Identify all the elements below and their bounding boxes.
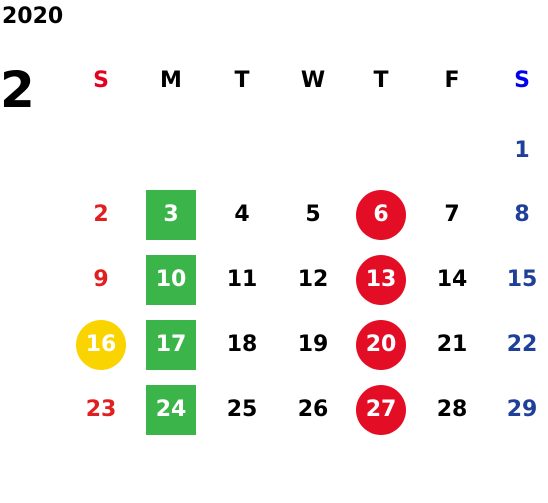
- calendar-day-green-highlight: 17: [146, 320, 196, 370]
- calendar-day: 2: [93, 202, 109, 227]
- weekday-label: S: [93, 68, 109, 93]
- calendar-day: 21: [436, 332, 468, 357]
- calendar-day-green-highlight: 10: [146, 255, 196, 305]
- calendar-day: 22: [506, 332, 538, 357]
- calendar-day: 4: [234, 202, 250, 227]
- weekday-label: M: [160, 68, 182, 93]
- weekday-label: W: [300, 68, 326, 93]
- calendar-day: 14: [436, 267, 468, 292]
- weekday-label: T: [373, 68, 389, 93]
- weekday-label: F: [444, 68, 460, 93]
- calendar-day-red-highlight: 27: [356, 385, 406, 435]
- calendar-day: 7: [444, 202, 460, 227]
- calendar-day-red-highlight: 13: [356, 255, 406, 305]
- calendar-day: 12: [297, 267, 329, 292]
- calendar-day: 26: [297, 397, 329, 422]
- weekday-label: S: [514, 68, 530, 93]
- calendar-day: 25: [226, 397, 258, 422]
- calendar-day-yellow-highlight: 16: [76, 320, 126, 370]
- calendar-day: 18: [226, 332, 258, 357]
- calendar-day: 23: [85, 397, 117, 422]
- calendar-day: 29: [506, 397, 538, 422]
- calendar-day: 19: [297, 332, 329, 357]
- year-label: 2020: [2, 4, 64, 29]
- calendar-day: 11: [226, 267, 258, 292]
- calendar-day: 5: [305, 202, 321, 227]
- calendar-day: 15: [506, 267, 538, 292]
- calendar-day: 28: [436, 397, 468, 422]
- calendar-day-red-highlight: 20: [356, 320, 406, 370]
- calendar-day-green-highlight: 24: [146, 385, 196, 435]
- weekday-label: T: [234, 68, 250, 93]
- calendar-day-green-highlight: 3: [146, 190, 196, 240]
- month-number: 2: [0, 61, 35, 119]
- calendar-day: 1: [514, 138, 530, 163]
- calendar-day-red-highlight: 6: [356, 190, 406, 240]
- calendar-day: 9: [93, 267, 109, 292]
- calendar-day: 8: [514, 202, 530, 227]
